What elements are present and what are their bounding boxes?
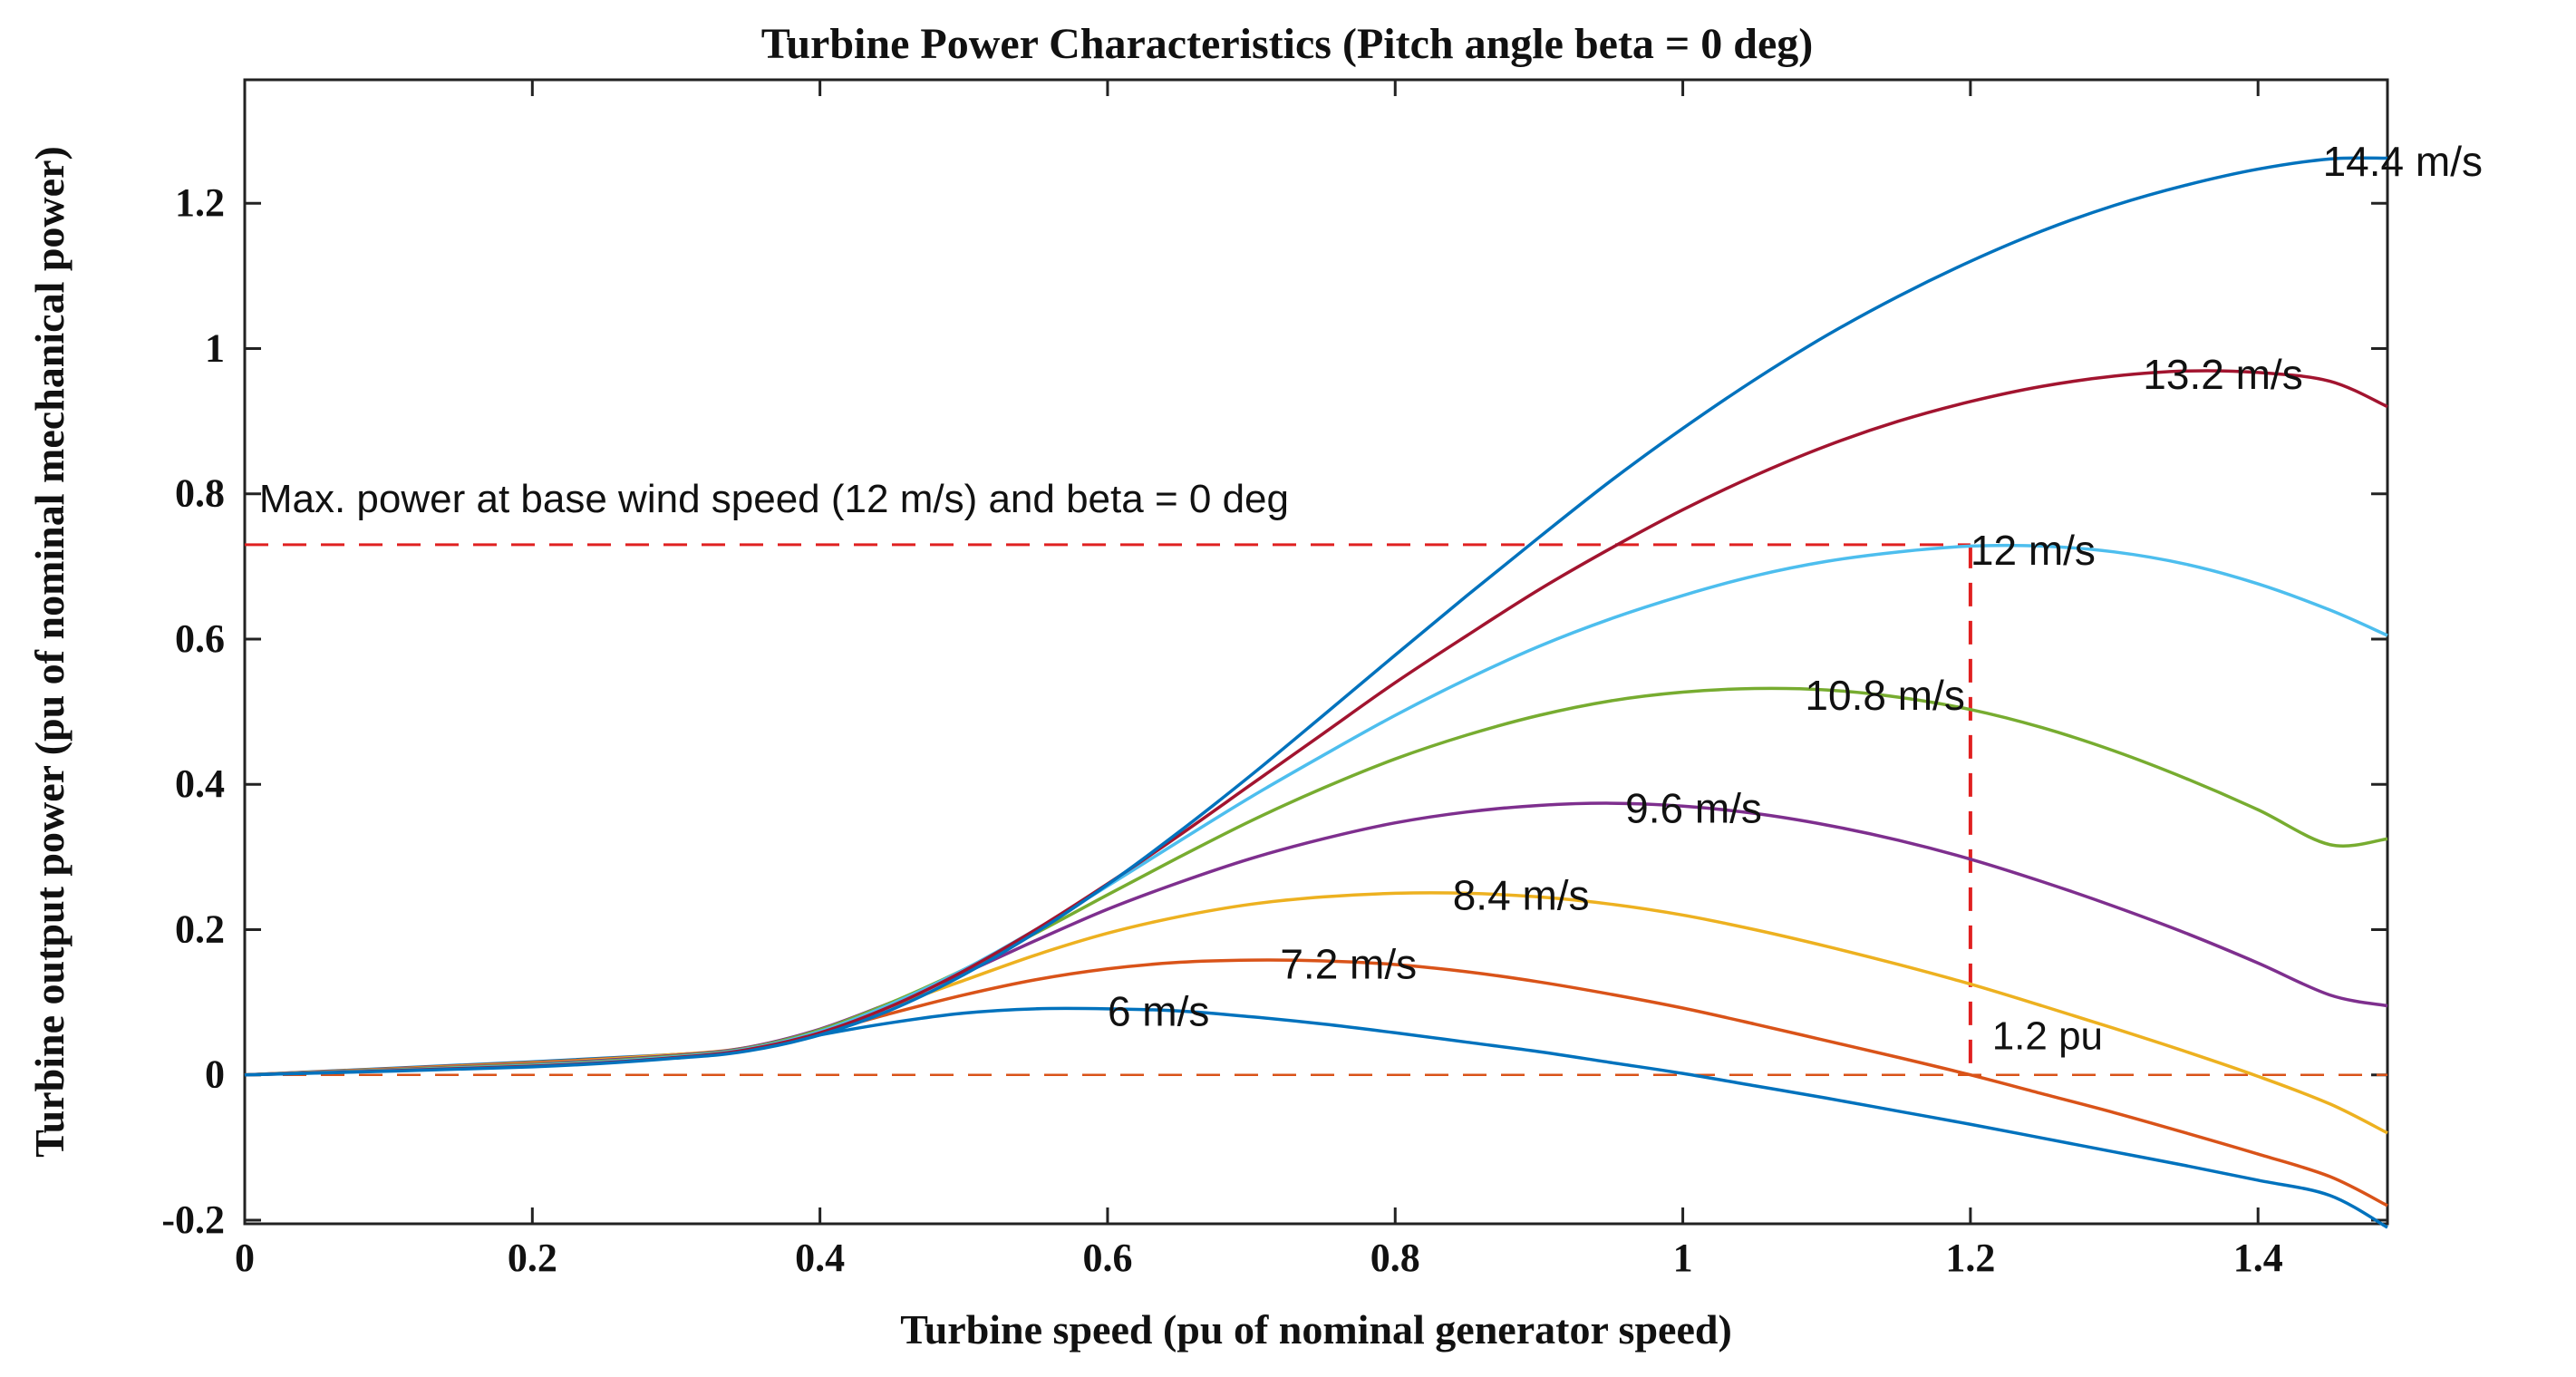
y-tick-label: 0.8 (175, 471, 225, 516)
series-label-6-m-s: 6 m/s (1108, 988, 1209, 1035)
x-axis-label: Turbine speed (pu of nominal generator s… (900, 1306, 1732, 1353)
series-label-12-m-s: 12 m/s (1971, 527, 2096, 574)
axis-ticks: 0 0.2 0.4 0.6 0.8 1 1.2 1.4-0.200.20.40.60.811.… (161, 80, 2387, 1280)
x-tick-label: 1 (1673, 1236, 1693, 1280)
series-label-7-2-m-s: 7.2 m/s (1280, 941, 1417, 988)
series-line-14-4-m-s (244, 156, 2388, 1077)
x-tick-label: 1.2 (1945, 1236, 1995, 1280)
annotation-speed-1-2-pu: 1.2 pu (1992, 1014, 2103, 1059)
x-tick-label: 0.4 (795, 1236, 845, 1280)
series-label-9-6-m-s: 9.6 m/s (1625, 784, 1762, 831)
series-label-13-2-m-s: 13.2 m/s (2143, 351, 2302, 398)
reference-lines (245, 543, 2387, 1076)
x-tick-label: 0.6 (1082, 1236, 1132, 1280)
x-tick-label: 1.4 (2233, 1236, 2283, 1280)
y-axis-label: Turbine output power (pu of nominal mech… (26, 146, 73, 1158)
series-lines (244, 156, 2388, 1229)
y-tick-label: 0.6 (175, 616, 225, 661)
chart-title: Turbine Power Characteristics (Pitch ang… (761, 20, 1814, 68)
x-tick-label: 0 (235, 1236, 255, 1280)
y-tick-label: -0.2 (161, 1198, 225, 1242)
plot-frame (243, 78, 2389, 1226)
y-tick-label: 1 (205, 325, 225, 370)
y-tick-label: 0.4 (175, 761, 225, 806)
y-tick-label: 1.2 (175, 180, 225, 225)
x-tick-label: 0.2 (508, 1236, 557, 1280)
y-tick-label: 0 (205, 1052, 225, 1097)
series-label-8-4-m-s: 8.4 m/s (1453, 871, 1590, 918)
series-label-14-4-m-s: 14.4 m/s (2323, 138, 2483, 185)
annotation-max-power: Max. power at base wind speed (12 m/s) a… (259, 477, 1289, 521)
series-line-13-2-m-s (244, 369, 2388, 1077)
y-tick-label: 0.2 (175, 907, 225, 951)
series-label-10-8-m-s: 10.8 m/s (1805, 672, 1964, 719)
series-labels: 6 m/s 7.2 m/s 8.4 m/s 9.6 m/s 10.8 m/s 12 m/s… (1108, 138, 2483, 1034)
x-tick-label: 0.8 (1370, 1236, 1420, 1280)
